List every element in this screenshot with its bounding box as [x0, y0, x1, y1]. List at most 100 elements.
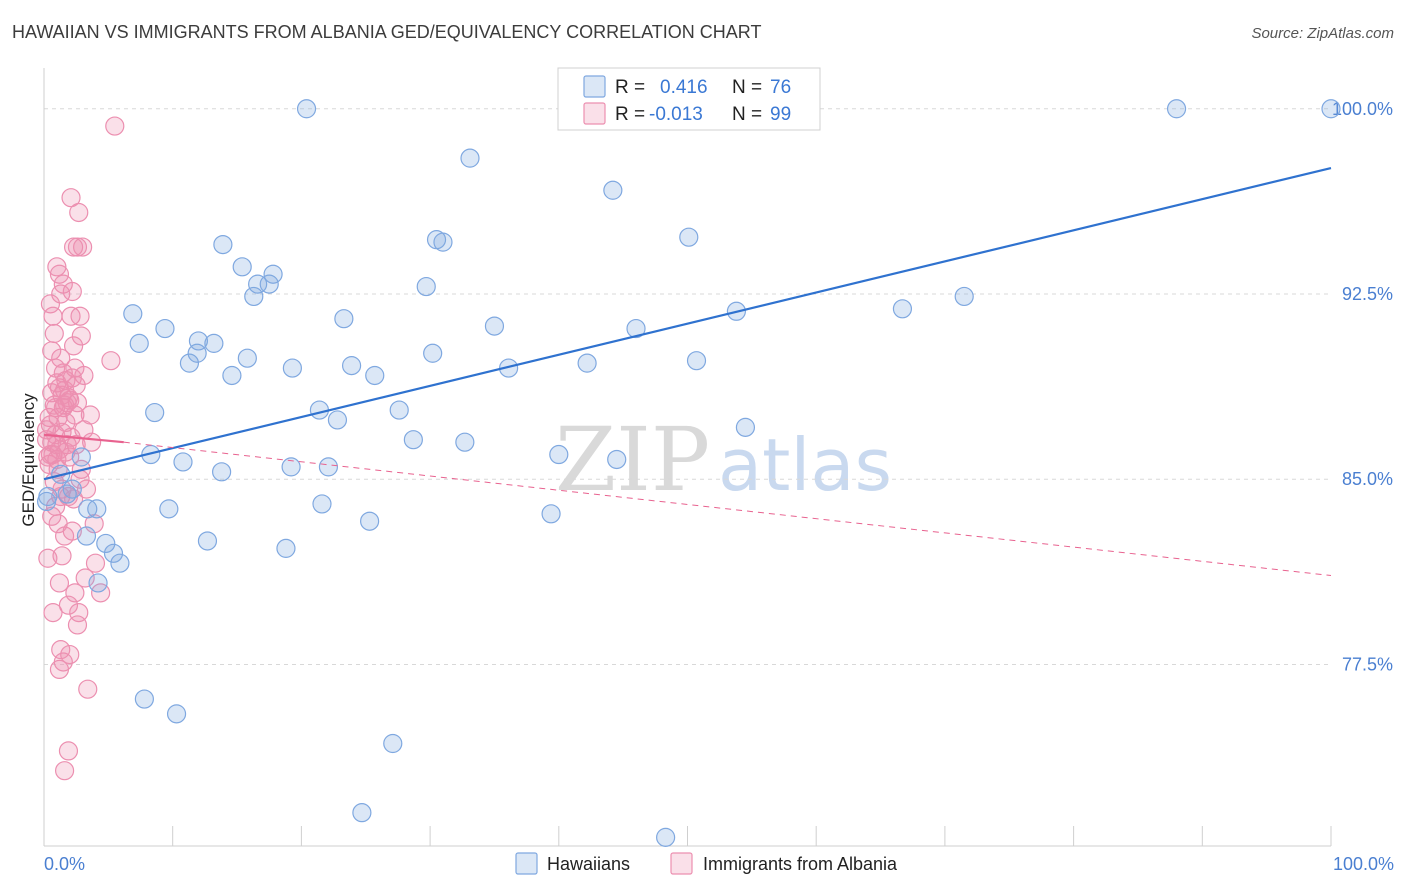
albania-point [76, 479, 97, 499]
gridlines [44, 108, 1331, 665]
hawaiians-point [1321, 99, 1341, 119]
stats-pink-r-label: R = [615, 104, 645, 125]
stats-swatch-blue [583, 75, 606, 98]
hawaiians-point [607, 449, 627, 470]
albania-point [74, 365, 94, 386]
hawaiians-point [248, 274, 268, 294]
hawaiians-point [173, 452, 193, 472]
albania-point [47, 257, 67, 277]
hawaiians-point [222, 365, 242, 386]
albania-point [66, 435, 86, 455]
hawaiians-point [1166, 99, 1187, 119]
albania-point [69, 602, 89, 623]
legend-swatch-hawaiians [515, 852, 538, 875]
albania-point [73, 237, 93, 257]
hawaiians-point [679, 227, 699, 247]
hawaiians-point [88, 573, 108, 593]
albania-point [45, 398, 66, 418]
hawaiians-point [232, 257, 252, 277]
hawaiians-point [123, 304, 143, 324]
albania-point [38, 548, 58, 568]
hawaiians-point [197, 531, 218, 551]
albania-point [61, 188, 81, 208]
watermark-zip: ZIP [555, 408, 710, 511]
hawaiians-point [541, 504, 561, 524]
albania-point [53, 363, 73, 383]
x-tick-label-min: 0.0% [44, 854, 85, 874]
stats-swatch-pink [583, 102, 606, 125]
hawaiians-point [352, 803, 372, 823]
hawaiians-point [341, 356, 362, 376]
hawaiians-point [549, 444, 569, 465]
hawaiians-point [365, 365, 385, 386]
albania-point [69, 202, 89, 223]
hawaiians-point [954, 286, 974, 307]
albania-point [53, 652, 73, 672]
albania-point [47, 435, 67, 455]
hawaiians-point [656, 827, 676, 847]
albania-point [85, 553, 106, 573]
albania-point [65, 583, 85, 603]
albania-point [43, 306, 63, 326]
hawaiians-point [213, 234, 233, 255]
hawaiians-trend-line [43, 166, 1332, 481]
hawaiians-point [423, 343, 443, 363]
albania-point [51, 640, 71, 660]
albania-point [101, 351, 121, 371]
hawaiians-point [145, 402, 165, 423]
hawaiians-point [134, 689, 154, 709]
hawaiians-point [460, 148, 480, 168]
hawaiians-point [383, 733, 403, 754]
legend-label-hawaiians: Hawaiians [547, 854, 630, 874]
hawaiians-point [735, 417, 756, 437]
hawaiians-point [296, 99, 317, 119]
albania-point [44, 323, 64, 344]
albania-point [42, 506, 62, 526]
albania-point [58, 388, 79, 408]
hawaiians-point [212, 462, 232, 482]
hawaiians-point [71, 447, 91, 467]
albania-point [40, 294, 61, 314]
stats-pink-r-value: -0.013 [649, 104, 703, 125]
hawaiians-point [129, 333, 149, 353]
hawaiians-point [166, 704, 187, 724]
stats-blue-n-label: N = [732, 77, 762, 98]
hawaiians-point [282, 358, 302, 378]
albania-point [51, 348, 71, 368]
hawaiians-point [577, 353, 597, 373]
albania-point [43, 444, 63, 465]
stats-blue-n-value: 76 [770, 77, 791, 98]
albania-point [64, 336, 84, 356]
stats-box: R = 0.416 N = 76 R = -0.013 N = 99 [557, 67, 821, 131]
hawaiians-point [276, 538, 296, 558]
albania-point [48, 514, 68, 534]
legend-swatch-albania [670, 852, 693, 875]
hawaiians-point [281, 457, 301, 477]
albania-point [80, 405, 100, 425]
albania-point [105, 116, 125, 136]
hawaiians-point [389, 400, 409, 420]
albania-point [49, 573, 70, 593]
stats-blue-r-value: 0.416 [660, 77, 708, 98]
chart-title: HAWAIIAN VS IMMIGRANTS FROM ALBANIA GED/… [12, 22, 761, 42]
hawaiians-point [416, 276, 436, 297]
hawaiians-point [36, 491, 57, 512]
hawaiians-point [263, 264, 283, 284]
albania-point [71, 326, 91, 346]
albania-point [54, 761, 75, 781]
y-tick-label: 92.5% [1342, 284, 1393, 304]
albania-point [39, 407, 59, 428]
y-tick-label: 85.0% [1342, 469, 1393, 489]
legend-label-albania: Immigrants from Albania [703, 854, 898, 874]
albania-point [78, 679, 98, 699]
hawaiians-point [159, 499, 179, 519]
hawaiians-point [433, 232, 453, 252]
albania-point [43, 602, 63, 623]
albania-point [49, 264, 70, 284]
y-tick-labels: 77.5% 85.0% 92.5% 100.0% [1332, 99, 1393, 675]
hawaiians-point [204, 333, 224, 353]
albania-point [52, 546, 72, 566]
albania-point [53, 274, 73, 294]
hawaiians-point [403, 430, 423, 450]
hawaiians-point [334, 309, 354, 329]
